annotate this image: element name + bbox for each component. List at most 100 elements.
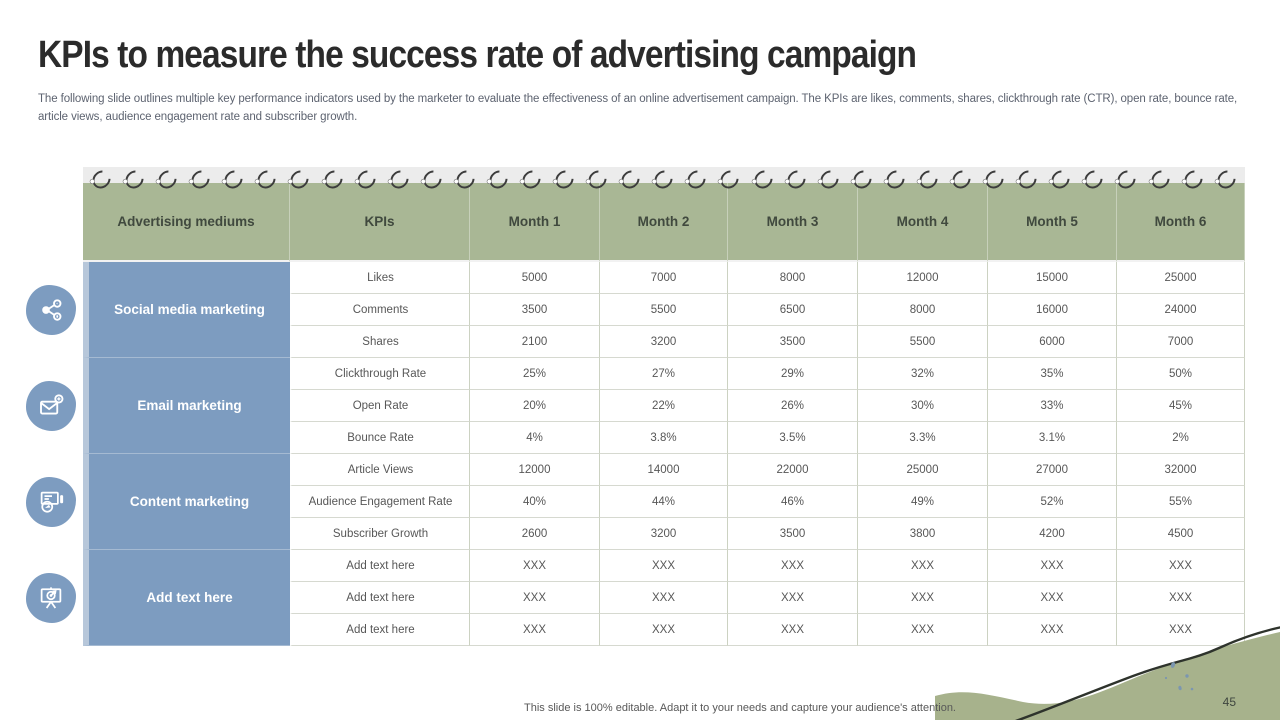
ring-hole bbox=[816, 177, 824, 185]
value-cell: XXX bbox=[728, 550, 858, 582]
value-cell: 4% bbox=[470, 422, 600, 454]
column-header: Month 2 bbox=[600, 183, 728, 262]
value-cell: 25000 bbox=[1117, 262, 1245, 294]
value-cell: 7000 bbox=[600, 262, 728, 294]
value-cell: 25000 bbox=[858, 454, 988, 486]
binding-ring-icon bbox=[1081, 166, 1107, 193]
binding-ring-icon bbox=[419, 166, 446, 193]
binding-ring-icon bbox=[121, 166, 148, 193]
binding-ring-icon bbox=[684, 166, 710, 193]
binding-ring-icon bbox=[254, 166, 280, 193]
notebook-binder-strip bbox=[83, 167, 1245, 183]
value-cell: 49% bbox=[858, 486, 988, 518]
value-cell: 3500 bbox=[470, 294, 600, 326]
ring-hole bbox=[684, 177, 692, 185]
value-cell: 5500 bbox=[858, 326, 988, 358]
binding-ring-icon bbox=[452, 166, 479, 193]
value-cell: 3.3% bbox=[858, 422, 988, 454]
binding-ring-icon bbox=[386, 166, 412, 193]
ring-hole bbox=[1048, 177, 1056, 185]
page-number: 45 bbox=[1222, 695, 1236, 709]
value-cell: 30% bbox=[858, 390, 988, 422]
ring-hole bbox=[750, 177, 758, 185]
binding-ring-icon bbox=[551, 166, 578, 193]
ink-splatter-dots bbox=[1164, 662, 1194, 691]
ring-hole bbox=[154, 177, 162, 185]
value-cell: 45% bbox=[1117, 390, 1245, 422]
binding-ring-icon bbox=[1048, 166, 1074, 193]
kpi-label-cell: Open Rate bbox=[290, 390, 470, 422]
ring-hole bbox=[452, 177, 460, 185]
binding-ring-icon bbox=[915, 166, 942, 193]
value-cell: XXX bbox=[470, 550, 600, 582]
ring-hole bbox=[254, 177, 262, 185]
ring-hole bbox=[584, 177, 592, 185]
value-cell: XXX bbox=[858, 582, 988, 614]
kpi-label-cell: Clickthrough Rate bbox=[290, 358, 470, 390]
kpi-label-cell: Likes bbox=[290, 262, 470, 294]
column-header: Month 3 bbox=[728, 183, 858, 262]
ring-hole bbox=[419, 177, 427, 185]
binding-ring-icon bbox=[1114, 166, 1140, 193]
ring-hole bbox=[320, 177, 328, 185]
binding-ring-icon bbox=[1180, 166, 1206, 193]
ring-hole bbox=[1147, 177, 1155, 185]
binding-ring-icon bbox=[221, 166, 247, 193]
value-cell: 2% bbox=[1117, 422, 1245, 454]
column-header: KPIs bbox=[290, 183, 470, 262]
email-campaign-icon bbox=[26, 381, 76, 431]
ring-hole bbox=[121, 177, 129, 185]
ring-hole bbox=[915, 177, 923, 185]
ring-hole bbox=[783, 177, 791, 185]
ring-hole bbox=[485, 177, 493, 185]
value-cell: 3.8% bbox=[600, 422, 728, 454]
ring-hole bbox=[849, 177, 857, 185]
value-cell: 27000 bbox=[988, 454, 1117, 486]
binding-ring-icon bbox=[617, 166, 644, 193]
value-cell: 22000 bbox=[728, 454, 858, 486]
footer-note: This slide is 100% editable. Adapt it to… bbox=[524, 702, 956, 714]
kpi-label-cell: Audience Engagement Rate bbox=[290, 486, 470, 518]
binding-ring-icon bbox=[584, 166, 611, 193]
value-cell: 2100 bbox=[470, 326, 600, 358]
value-cell: XXX bbox=[470, 582, 600, 614]
value-cell: 32% bbox=[858, 358, 988, 390]
value-cell: 3800 bbox=[858, 518, 988, 550]
value-cell: XXX bbox=[988, 614, 1117, 646]
ring-hole bbox=[1081, 177, 1089, 185]
binding-ring-icon bbox=[485, 166, 512, 193]
value-cell: 40% bbox=[470, 486, 600, 518]
kpi-label-cell: Comments bbox=[290, 294, 470, 326]
value-cell: XXX bbox=[1117, 582, 1245, 614]
binding-ring-icon bbox=[154, 166, 181, 193]
value-cell: XXX bbox=[600, 582, 728, 614]
kpi-label-cell: Add text here bbox=[290, 550, 470, 582]
ring-hole bbox=[221, 177, 229, 185]
category-cell: Social media marketing bbox=[83, 262, 290, 358]
page-title: KPIs to measure the success rate of adve… bbox=[38, 34, 917, 76]
value-cell: XXX bbox=[1117, 550, 1245, 582]
value-cell: XXX bbox=[728, 582, 858, 614]
value-cell: 14000 bbox=[600, 454, 728, 486]
ring-hole bbox=[948, 177, 956, 185]
value-cell: 52% bbox=[988, 486, 1117, 518]
share-network-icon bbox=[26, 285, 76, 335]
value-cell: XXX bbox=[1117, 614, 1245, 646]
value-cell: 20% bbox=[470, 390, 600, 422]
column-header: Advertising mediums bbox=[83, 183, 290, 262]
value-cell: 24000 bbox=[1117, 294, 1245, 326]
value-cell: 8000 bbox=[858, 294, 988, 326]
value-cell: XXX bbox=[858, 614, 988, 646]
value-cell: 6500 bbox=[728, 294, 858, 326]
value-cell: 26% bbox=[728, 390, 858, 422]
kpi-table: Advertising mediums KPIs Month 1 Month 2 Mon… bbox=[83, 166, 1245, 646]
value-cell: 33% bbox=[988, 390, 1117, 422]
value-cell: XXX bbox=[988, 550, 1117, 582]
category-cell: Email marketing bbox=[83, 358, 290, 454]
value-cell: 5000 bbox=[470, 262, 600, 294]
value-cell: 3500 bbox=[728, 326, 858, 358]
kpi-label-cell: Bounce Rate bbox=[290, 422, 470, 454]
value-cell: 46% bbox=[728, 486, 858, 518]
value-cell: 35% bbox=[988, 358, 1117, 390]
